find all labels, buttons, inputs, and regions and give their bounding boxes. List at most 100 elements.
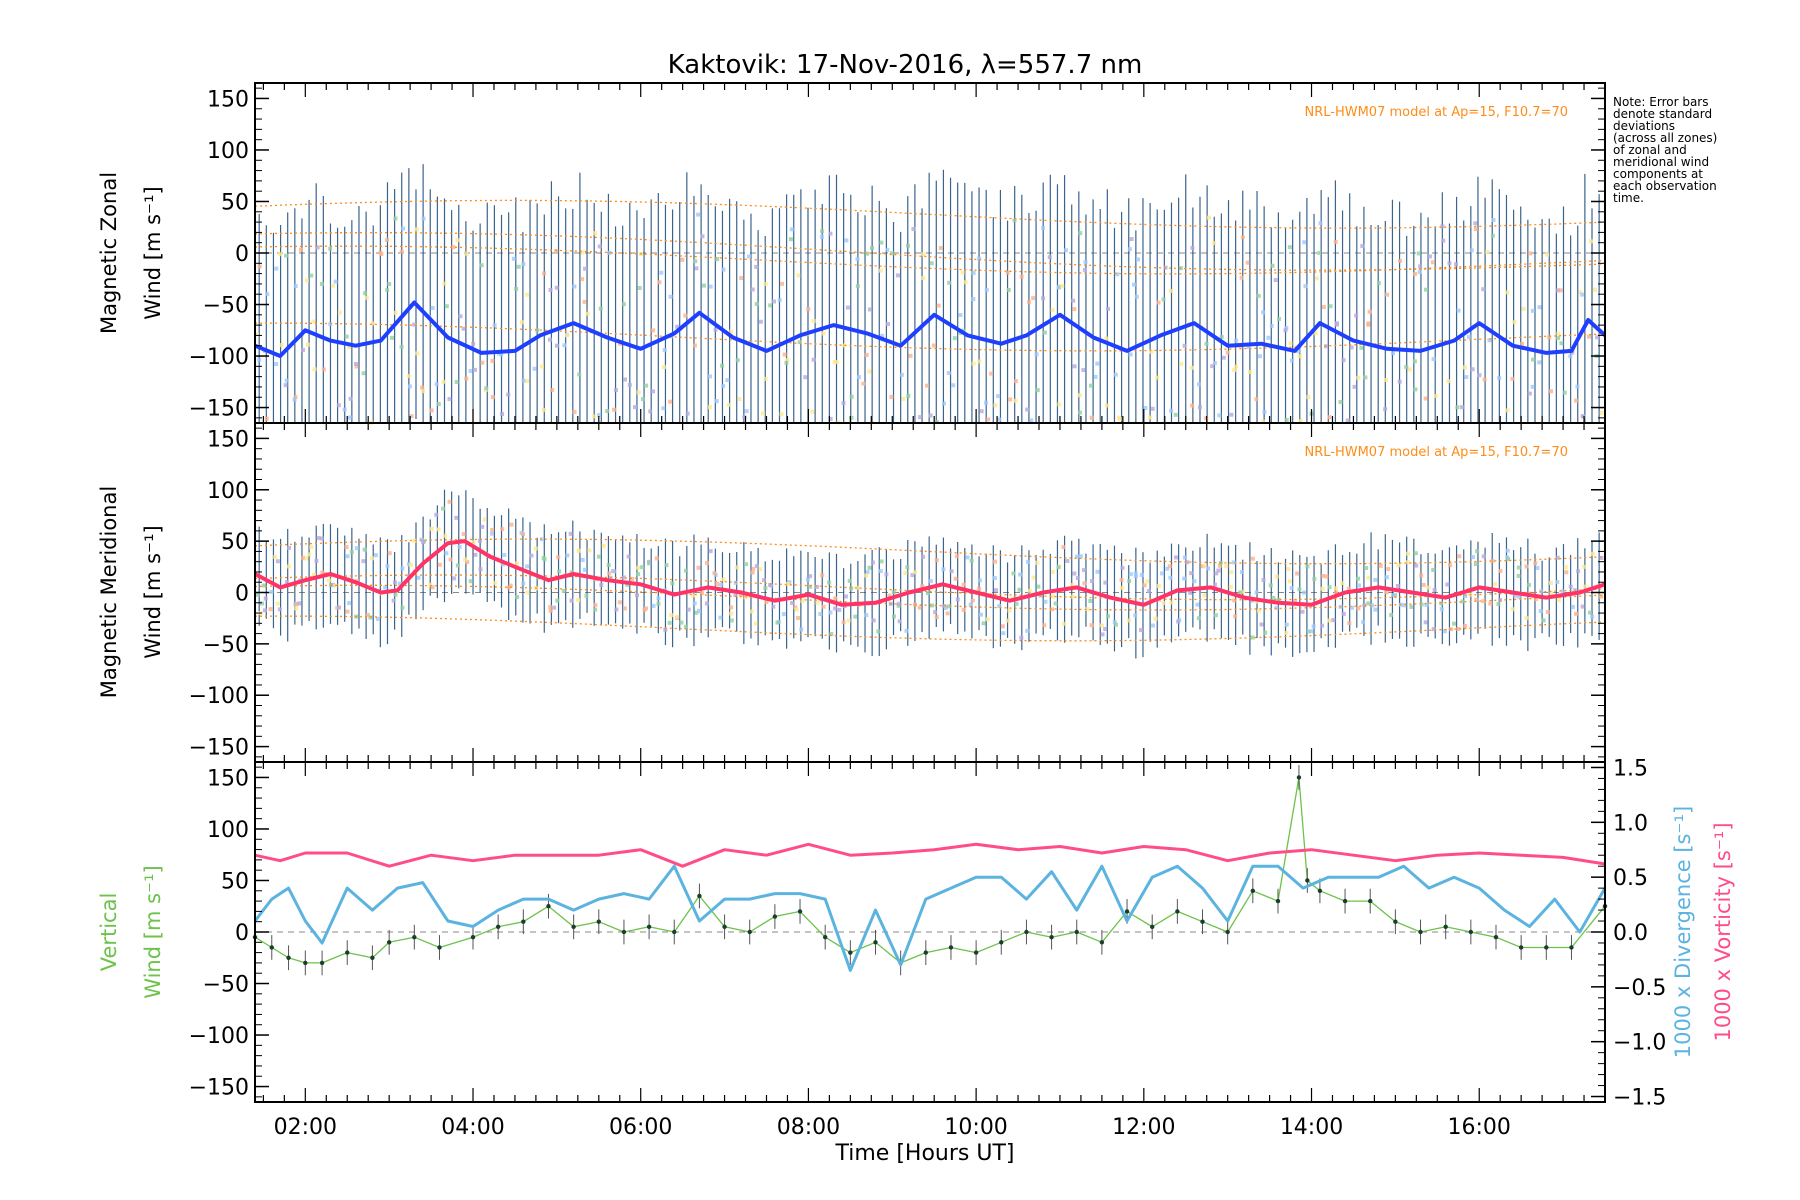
zone-point <box>1530 308 1535 313</box>
zone-point <box>1192 579 1197 584</box>
zone-point <box>1366 575 1371 580</box>
zone-point <box>1213 613 1218 618</box>
y-tick-label: −50 <box>203 633 249 658</box>
zone-point <box>444 304 449 309</box>
zone-point <box>992 559 997 564</box>
zone-point <box>797 340 802 345</box>
zone-point <box>1047 255 1052 260</box>
zone-point <box>1545 610 1550 615</box>
zone-point <box>516 264 521 269</box>
zone-point <box>735 358 740 363</box>
zone-point <box>612 407 617 412</box>
zone-point <box>829 632 834 637</box>
zone-point <box>284 378 289 383</box>
zone-point <box>554 249 559 254</box>
zone-point <box>1156 584 1161 589</box>
vertical-point <box>1024 929 1029 935</box>
zone-point <box>768 303 773 308</box>
note-line: each observation <box>1613 179 1717 193</box>
zone-point <box>968 602 973 607</box>
zone-point <box>506 392 511 397</box>
zone-point <box>1347 621 1352 626</box>
zone-point <box>1442 629 1447 634</box>
zone-point <box>1050 607 1055 612</box>
zone-point <box>1273 278 1278 283</box>
zone-point <box>1217 413 1222 418</box>
y-tick-label: −100 <box>189 684 249 709</box>
zone-point <box>1452 621 1457 626</box>
zone-point <box>960 270 965 275</box>
zone-point <box>622 377 627 382</box>
zone-point <box>841 401 846 406</box>
zone-point <box>855 585 860 590</box>
x-tick-label: 10:00 <box>944 1115 1007 1140</box>
zone-point <box>401 226 406 231</box>
zone-point <box>707 405 712 410</box>
zone-point <box>1424 602 1429 607</box>
zone-point <box>1356 606 1361 611</box>
zone-point <box>1056 285 1061 290</box>
zone-point <box>554 343 559 348</box>
zone-point <box>406 562 411 567</box>
zone-point <box>1556 331 1561 336</box>
zone-point <box>354 546 359 551</box>
vertical-point <box>370 955 375 960</box>
zone-point <box>1250 556 1255 561</box>
zone-point <box>921 554 926 559</box>
zone-point <box>275 559 280 564</box>
zone-point <box>1135 257 1140 262</box>
zone-point <box>1288 341 1293 346</box>
y-tick-label: 100 <box>207 139 249 164</box>
zone-point <box>514 286 519 291</box>
zone-point <box>955 597 960 602</box>
zone-point <box>1363 375 1368 380</box>
zone-point <box>749 609 754 614</box>
zone-point <box>1397 259 1402 264</box>
zone-point <box>1174 555 1179 560</box>
zone-point <box>1547 335 1552 340</box>
zone-point <box>1145 579 1150 584</box>
zone-point <box>565 333 570 338</box>
y-tick-label: −150 <box>189 736 249 761</box>
zone-point <box>1127 579 1132 584</box>
zone-point <box>630 576 635 581</box>
zone-point <box>1528 251 1533 256</box>
zone-point <box>733 592 738 597</box>
zone-point <box>550 387 555 392</box>
zone-point <box>557 569 562 574</box>
zone-point <box>521 532 526 537</box>
vertical-point <box>437 945 442 950</box>
model-curve <box>254 538 1606 565</box>
zone-point <box>347 415 352 420</box>
zone-point <box>525 292 530 297</box>
zone-point <box>606 563 611 568</box>
zone-point <box>1099 623 1104 628</box>
zone-point <box>1090 579 1095 584</box>
zone-point <box>933 610 938 615</box>
zone-point <box>867 307 872 312</box>
note-line: of zonal and <box>1613 143 1687 157</box>
zone-point <box>634 593 639 598</box>
zone-point <box>391 598 396 603</box>
zone-point <box>913 570 918 575</box>
zone-point <box>1558 288 1563 293</box>
vertical-point <box>1225 929 1230 935</box>
zone-point <box>263 596 268 601</box>
zone-point <box>1580 604 1585 609</box>
zone-point <box>1357 583 1362 588</box>
zone-point <box>471 341 476 346</box>
zone-point <box>473 552 478 557</box>
zone-point <box>1562 390 1567 395</box>
zone-point <box>1320 623 1325 628</box>
zone-point <box>1473 221 1478 226</box>
zone-point <box>1025 407 1030 412</box>
zone-point <box>1341 611 1346 616</box>
zone-point <box>1524 564 1529 569</box>
zone-point <box>1373 577 1378 582</box>
zone-point <box>891 614 896 619</box>
zone-point <box>1261 310 1266 315</box>
zone-point <box>1007 608 1012 613</box>
zone-point <box>1042 330 1047 335</box>
zone-point <box>1182 576 1187 581</box>
zone-point <box>796 273 801 278</box>
